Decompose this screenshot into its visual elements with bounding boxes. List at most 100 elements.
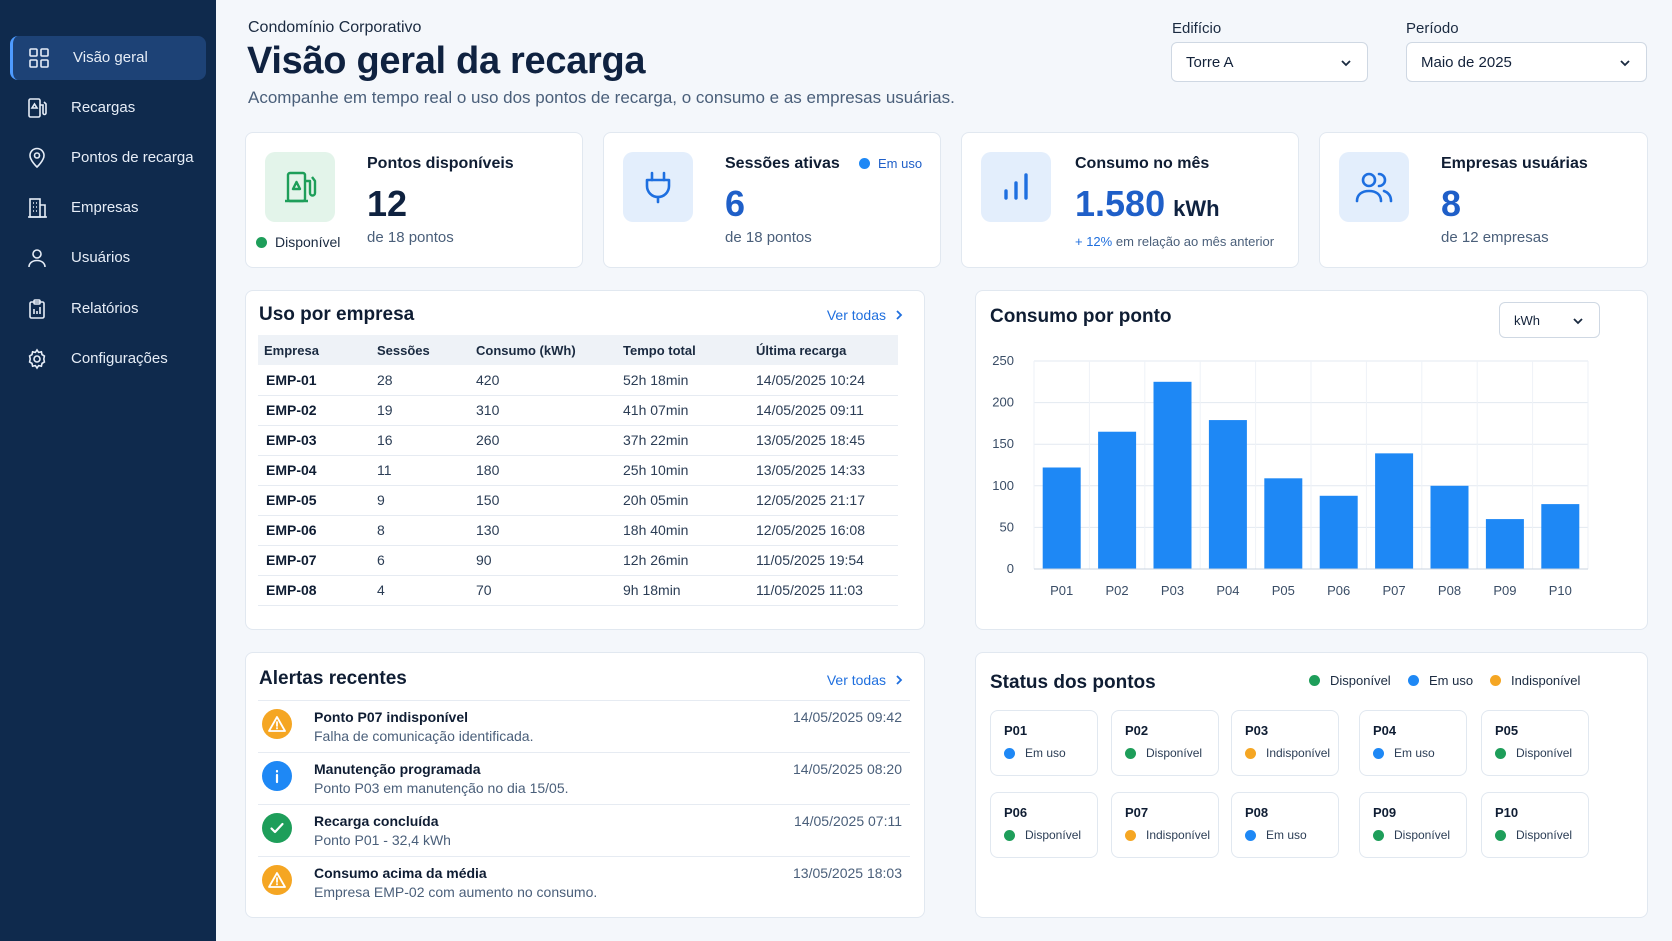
- sidebar-item-label: Recargas: [71, 99, 136, 116]
- company-cell: EMP-02: [258, 395, 371, 426]
- table-cell: 130: [470, 515, 617, 546]
- point-status-card[interactable]: P02 Disponível: [1111, 710, 1219, 776]
- point-status-label: Disponível: [1516, 746, 1573, 760]
- alert-item[interactable]: Recarga concluída Ponto P01 - 32,4 kWh 1…: [258, 804, 910, 853]
- legend-label: Indisponível: [1511, 673, 1581, 688]
- warning-icon: [262, 865, 292, 895]
- point-status-card[interactable]: P03 Indisponível: [1231, 710, 1339, 776]
- building-select[interactable]: Torre A: [1171, 42, 1368, 82]
- kpi-title: Sessões ativas: [725, 155, 840, 172]
- point-name: P02: [1125, 723, 1149, 738]
- alert-title: Recarga concluída: [314, 813, 439, 829]
- company-cell: EMP-08: [258, 575, 371, 606]
- point-status-card[interactable]: P10 Disponível: [1481, 792, 1589, 858]
- kpi-card-sessions: Sessões ativas Em uso 6 de 18 pontos: [603, 132, 941, 268]
- kpi-value: 12: [367, 183, 408, 224]
- table-cell: 150: [470, 485, 617, 516]
- consumption-chart-panel: Consumo por ponto kWh 0 50 100 150 200 250 P01…: [975, 290, 1648, 630]
- kpi-unit: kWh: [1173, 196, 1220, 221]
- point-status-card[interactable]: P05 Disponível: [1481, 710, 1589, 776]
- status-dot: [1125, 829, 1136, 841]
- table-row: EMP-02 19 310 41h 07min 14/05/2025 09:11: [258, 395, 898, 426]
- company-cell: EMP-04: [258, 455, 371, 486]
- status-dot: [1373, 747, 1384, 759]
- chevron-right-icon: [896, 675, 903, 685]
- point-name: P04: [1373, 723, 1397, 738]
- alert-time: 14/05/2025 08:20: [793, 761, 902, 777]
- usage-view-all-link[interactable]: Ver todas: [827, 307, 904, 323]
- sidebar-item-visao-geral[interactable]: Visão geral: [10, 36, 206, 80]
- point-status-label: Em uso: [1394, 746, 1435, 760]
- point-status-card[interactable]: P09 Disponível: [1359, 792, 1467, 858]
- period-select-value: Maio de 2025: [1421, 54, 1512, 71]
- x-tick-label: P08: [1438, 583, 1461, 598]
- table-cell: 420: [470, 365, 617, 396]
- kpi-card-available: Disponível Pontos disponíveis 12 de 18 p…: [245, 132, 583, 268]
- period-select[interactable]: Maio de 2025: [1406, 42, 1647, 82]
- y-tick-label: 0: [1007, 561, 1014, 576]
- point-status-card[interactable]: P08 Em uso: [1231, 792, 1339, 858]
- point-status-label: Disponível: [1025, 828, 1082, 842]
- bar-p05[interactable]: [1264, 478, 1303, 569]
- point-status-label: Disponível: [1516, 828, 1573, 842]
- sidebar-item-empresas[interactable]: Empresas: [10, 186, 206, 230]
- kpi-icon-box: [265, 152, 335, 222]
- table-cell: 13/05/2025 18:45: [750, 425, 898, 456]
- alerts-view-all-link[interactable]: Ver todas: [827, 672, 904, 688]
- alert-time: 14/05/2025 09:42: [793, 709, 902, 725]
- alert-description: Empresa EMP-02 com aumento no consumo.: [314, 884, 598, 900]
- bar-p06[interactable]: [1319, 495, 1358, 569]
- sidebar-item-configuracoes[interactable]: Configurações: [10, 337, 206, 381]
- table-row: EMP-05 9 150 20h 05min 12/05/2025 21:17: [258, 485, 898, 516]
- sidebar-item-label: Usuários: [71, 249, 131, 266]
- table-cell: 90: [470, 545, 617, 576]
- bar-p02[interactable]: [1098, 431, 1137, 569]
- warning-icon: [262, 709, 292, 739]
- alert-item[interactable]: Ponto P07 indisponível Falha de comunica…: [258, 700, 910, 749]
- bar-p04[interactable]: [1208, 420, 1247, 569]
- usage-table: Empresa Sessões Consumo (kWh) Tempo tota…: [258, 335, 898, 606]
- sidebar-item-relatorios[interactable]: Relatórios: [10, 287, 206, 331]
- alert-description: Ponto P01 - 32,4 kWh: [314, 832, 451, 848]
- status-title: Status dos pontos: [990, 672, 1156, 693]
- y-tick-label: 150: [992, 436, 1014, 451]
- table-cell: 12/05/2025 21:17: [750, 485, 898, 516]
- bar-p09[interactable]: [1485, 519, 1524, 569]
- point-status-label: Em uso: [1266, 828, 1307, 842]
- point-status-label: Em uso: [1025, 746, 1066, 760]
- bar-p08[interactable]: [1430, 485, 1469, 569]
- sidebar-item-pontos[interactable]: Pontos de recarga: [10, 136, 206, 180]
- status-dot: [1004, 829, 1015, 841]
- bar-p01[interactable]: [1042, 467, 1081, 569]
- kpi-value: 8: [1441, 183, 1462, 224]
- alert-item[interactable]: Manutenção programada Ponto P03 em manut…: [258, 752, 910, 801]
- plug-icon: [645, 171, 671, 204]
- bar-p10[interactable]: [1541, 504, 1580, 569]
- bar-p03[interactable]: [1153, 381, 1192, 569]
- kpi-card-companies: Empresas usuárias 8 de 12 empresas: [1319, 132, 1648, 268]
- alerts-title: Alertas recentes: [259, 668, 407, 689]
- point-status-label: Disponível: [1146, 746, 1203, 760]
- sidebar-item-recargas[interactable]: Recargas: [10, 86, 206, 130]
- status-badge-in-use: Em uso: [859, 156, 922, 171]
- sidebar-item-usuarios[interactable]: Usuários: [10, 236, 206, 280]
- bar-p07[interactable]: [1375, 453, 1414, 569]
- point-status-card[interactable]: P01 Em uso: [990, 710, 1098, 776]
- point-status: Indisponível: [1245, 746, 1330, 760]
- status-dot: [1004, 747, 1015, 759]
- kpi-change-text: em relação ao mês anterior: [1115, 234, 1275, 249]
- unit-select[interactable]: kWh: [1499, 302, 1600, 338]
- legend-unavailable: Indisponível: [1490, 673, 1580, 688]
- point-status-card[interactable]: P06 Disponível: [990, 792, 1098, 858]
- alert-item[interactable]: Consumo acima da média Empresa EMP-02 co…: [258, 856, 910, 905]
- table-cell: 9: [371, 485, 470, 516]
- point-status-card[interactable]: P07 Indisponível: [1111, 792, 1219, 858]
- point-status-card[interactable]: P04 Em uso: [1359, 710, 1467, 776]
- point-name: P10: [1495, 805, 1519, 820]
- page-subtitle: Acompanhe em tempo real o uso dos pontos…: [248, 88, 955, 107]
- info-icon: [262, 761, 292, 791]
- alert-title: Ponto P07 indisponível: [314, 709, 469, 725]
- point-name: P07: [1125, 805, 1149, 820]
- status-panel: Status dos pontos Disponível Em uso Indi…: [975, 652, 1648, 918]
- kpi-title: Empresas usuárias: [1441, 155, 1588, 172]
